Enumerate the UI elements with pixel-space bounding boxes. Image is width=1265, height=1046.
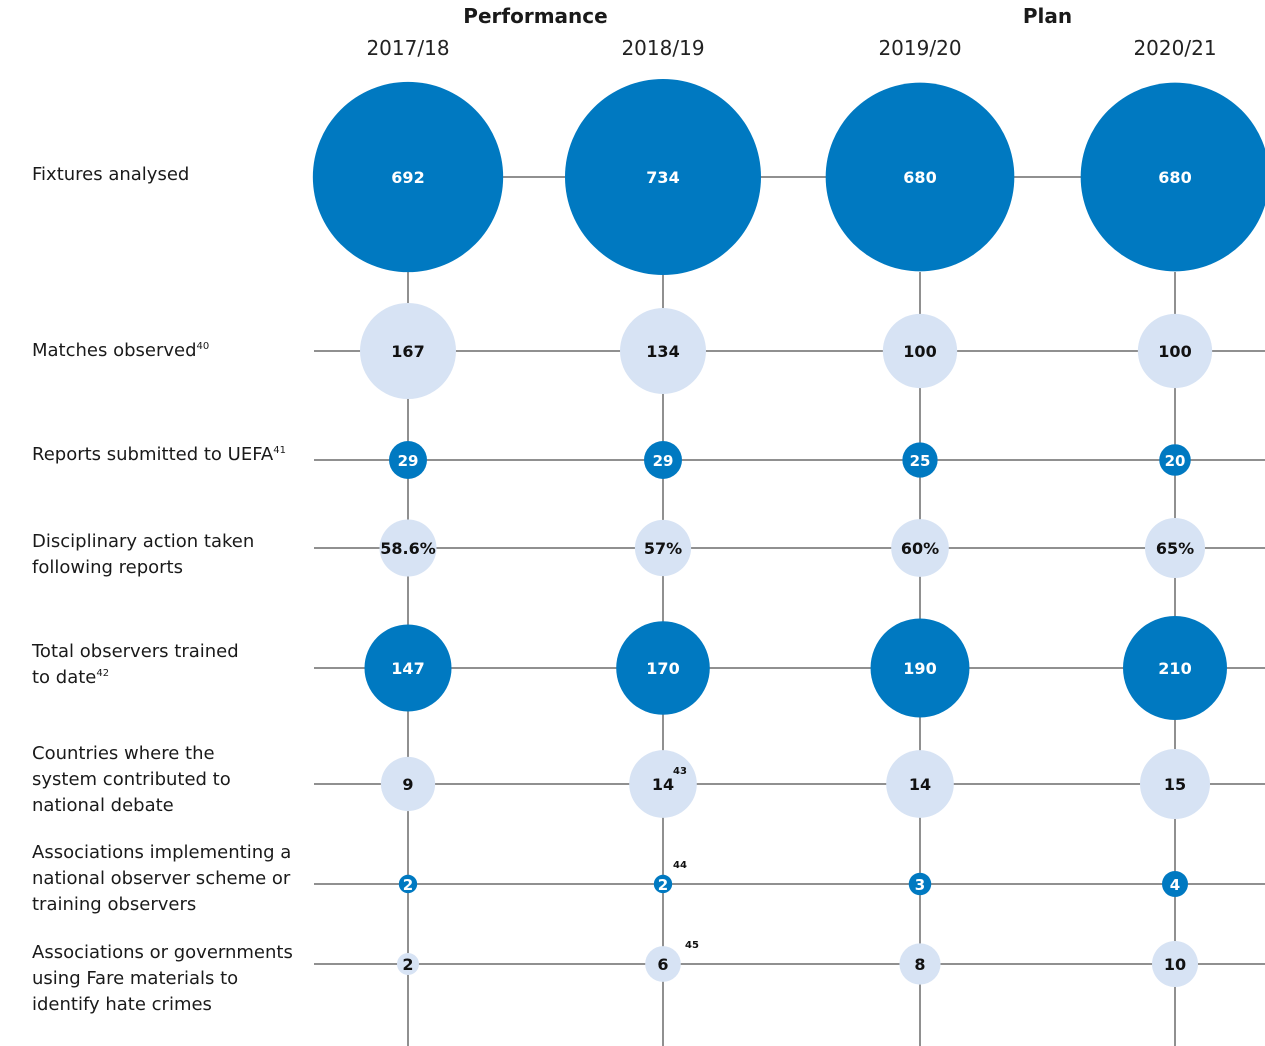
bubble-value: 57% <box>644 539 682 558</box>
bubble <box>620 308 706 394</box>
bubble <box>1140 749 1210 819</box>
bubble <box>364 624 452 712</box>
footnote-ref: 42 <box>96 668 110 679</box>
row-label: Fixtures analysed <box>32 164 190 185</box>
bubble-value: 692 <box>391 168 424 187</box>
bubble <box>882 313 958 389</box>
bubble <box>886 750 954 818</box>
bubble <box>870 618 970 718</box>
row-label: Associations implementing a national obs… <box>32 842 292 915</box>
bubble <box>825 82 1015 272</box>
footnote-ref: 43 <box>673 766 687 777</box>
bubble-value: 2 <box>658 876 668 894</box>
bubble-value: 100 <box>903 342 936 361</box>
bubble <box>616 621 710 715</box>
bubble-value: 60% <box>901 539 939 558</box>
bubble <box>1162 871 1188 897</box>
bubble-value: 14 <box>652 775 674 794</box>
bubble-value: 190 <box>903 659 936 678</box>
year-label: 2018/19 <box>621 36 705 60</box>
row-label: Total observers trained to date42 <box>32 641 239 688</box>
bubble <box>1123 616 1227 720</box>
group-header-plan: Plan <box>1022 4 1073 28</box>
bubble <box>565 79 761 275</box>
bubble <box>360 303 456 399</box>
bubble <box>908 872 932 896</box>
bubble <box>902 442 938 478</box>
bubble <box>398 874 418 894</box>
bubble <box>397 953 419 975</box>
bubble-value: 167 <box>391 342 424 361</box>
bubble-value: 15 <box>1164 775 1186 794</box>
bubble <box>1152 941 1198 987</box>
bubble <box>379 519 437 577</box>
bubble <box>389 441 427 479</box>
bubble <box>891 519 949 577</box>
bubble-value: 734 <box>646 168 679 187</box>
bubble <box>634 519 692 577</box>
footnote-ref: 41 <box>273 445 286 456</box>
year-label: 2017/18 <box>366 36 450 60</box>
bubble-value: 4 <box>1170 876 1180 894</box>
bubble-value: 3 <box>915 876 925 894</box>
row-label: Associations or governments using Fare m… <box>32 942 293 1015</box>
row-label: Reports submitted to UEFA41 <box>32 444 286 465</box>
bubble-value: 9 <box>402 775 413 794</box>
bubble-value: 58.6% <box>380 539 436 558</box>
row-label: Disciplinary action taken following repo… <box>32 531 255 578</box>
footnote-ref: 44 <box>673 860 687 871</box>
bubble <box>1145 518 1205 578</box>
bubble-value: 20 <box>1165 452 1186 470</box>
bubble-value: 2 <box>403 876 413 894</box>
bubble <box>312 81 504 273</box>
bubble <box>645 946 681 982</box>
bubble <box>380 756 436 812</box>
group-header-performance: Performance <box>463 4 608 28</box>
bubble-value: 680 <box>1158 168 1191 187</box>
year-label: 2020/21 <box>1133 36 1217 60</box>
bubble-value: 100 <box>1158 342 1191 361</box>
bubble <box>653 874 673 894</box>
bubble-value: 10 <box>1164 955 1186 974</box>
bubble-value: 170 <box>646 659 679 678</box>
bubble-value: 6 <box>657 955 668 974</box>
bubble <box>1137 313 1213 389</box>
year-label: 2019/20 <box>878 36 962 60</box>
bubble-value: 134 <box>646 342 679 361</box>
bubble <box>1080 82 1265 272</box>
bubble <box>1159 444 1191 476</box>
bubble-value: 14 <box>909 775 931 794</box>
bubble-value: 29 <box>398 452 419 470</box>
bubble <box>899 943 941 985</box>
bubble-value: 680 <box>903 168 936 187</box>
row-label: Matches observed40 <box>32 340 210 361</box>
bubble-value: 65% <box>1156 539 1194 558</box>
bubble <box>644 441 682 479</box>
footnote-ref: 45 <box>685 940 699 951</box>
footnote-ref: 40 <box>196 341 210 352</box>
bubble-value: 29 <box>653 452 674 470</box>
bubble-value: 210 <box>1158 659 1191 678</box>
bubble-value: 2 <box>402 955 413 974</box>
bubble-value: 8 <box>914 955 925 974</box>
row-label: Countries where the system contributed t… <box>32 743 231 816</box>
bubble-value: 25 <box>910 452 931 470</box>
bubble-value: 147 <box>391 659 424 678</box>
bubble <box>629 750 697 818</box>
